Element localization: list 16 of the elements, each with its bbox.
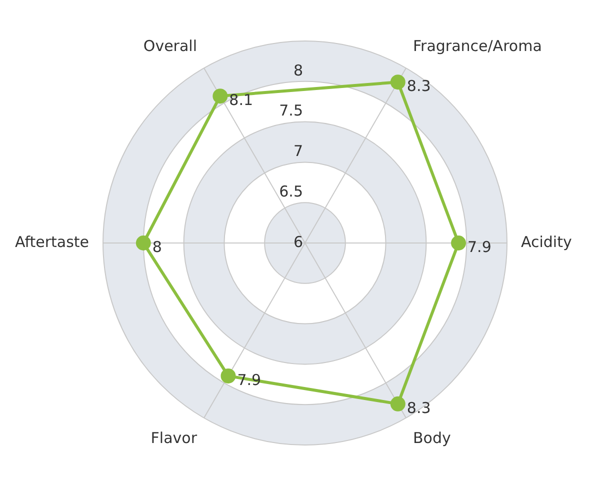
data-label: 7.9	[468, 238, 492, 256]
spoke-label: Body	[412, 428, 451, 447]
y-tick-label: 7	[293, 142, 303, 160]
spoke-label: Overall	[143, 36, 198, 55]
spoke-label: Aftertaste	[14, 232, 90, 251]
spoke-label: Fragrance/Aroma	[412, 36, 542, 55]
data-label: 8.1	[229, 90, 254, 109]
y-tick-label: 6.5	[279, 182, 303, 200]
spoke-label: Acidity	[520, 232, 572, 251]
data-label: 8.3	[406, 76, 431, 95]
y-tick-label: 8	[293, 61, 303, 80]
y-tick-label: 7.5	[279, 102, 303, 120]
spoke-label: Flavor	[150, 428, 198, 447]
y-tick-label: 6	[293, 232, 303, 251]
data-label: 8	[152, 238, 162, 256]
data-label: 8.3	[406, 398, 431, 417]
